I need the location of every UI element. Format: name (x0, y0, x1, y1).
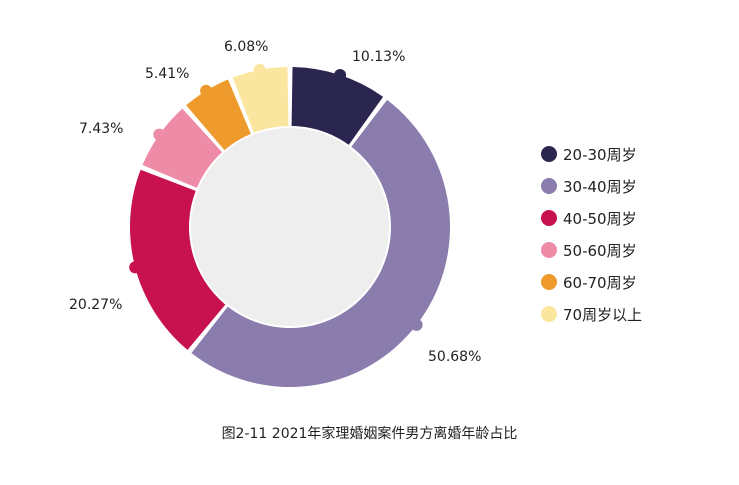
legend-swatch (541, 210, 557, 226)
donut-slice (291, 67, 384, 145)
legend-label: 50-60周岁 (563, 241, 637, 260)
legend-label: 40-50周岁 (563, 209, 637, 228)
data-label: 7.43% (79, 121, 123, 137)
donut-slice (191, 99, 450, 387)
donut-slice (129, 169, 226, 350)
donut-slice (142, 108, 223, 188)
legend-item: 70周岁以上 (541, 298, 642, 330)
legend-item: 30-40周岁 (541, 170, 642, 202)
legend-swatch (541, 178, 557, 194)
slice-marker (129, 261, 142, 274)
legend-swatch (541, 242, 557, 258)
data-label: 50.68% (428, 349, 481, 365)
legend-swatch (541, 274, 557, 290)
data-label: 6.08% (224, 39, 268, 55)
slice-marker (410, 318, 423, 331)
slice-marker (253, 63, 266, 76)
legend-label: 20-30周岁 (563, 145, 637, 164)
donut-slice (232, 67, 289, 133)
legend-item: 50-60周岁 (541, 234, 642, 266)
slice-marker (334, 69, 347, 82)
legend: 20-30周岁 30-40周岁 40-50周岁 50-60周岁 60-70周岁 … (541, 138, 642, 330)
data-label: 20.27% (69, 297, 122, 313)
legend-swatch (541, 146, 557, 162)
donut-slice (186, 79, 251, 151)
donut-center (191, 128, 389, 326)
data-label: 10.13% (352, 49, 405, 65)
slice-marker (153, 128, 166, 141)
legend-swatch (541, 306, 557, 322)
legend-label: 70周岁以上 (563, 305, 643, 324)
legend-label: 30-40周岁 (563, 177, 637, 196)
slice-marker (200, 84, 213, 97)
legend-item: 40-50周岁 (541, 202, 642, 234)
chart-caption: 图2-11 2021年家理婚姻案件男方离婚年龄占比 (221, 426, 518, 442)
legend-label: 60-70周岁 (563, 273, 637, 292)
data-label: 5.41% (145, 66, 189, 82)
legend-item: 20-30周岁 (541, 138, 642, 170)
legend-item: 60-70周岁 (541, 266, 642, 298)
